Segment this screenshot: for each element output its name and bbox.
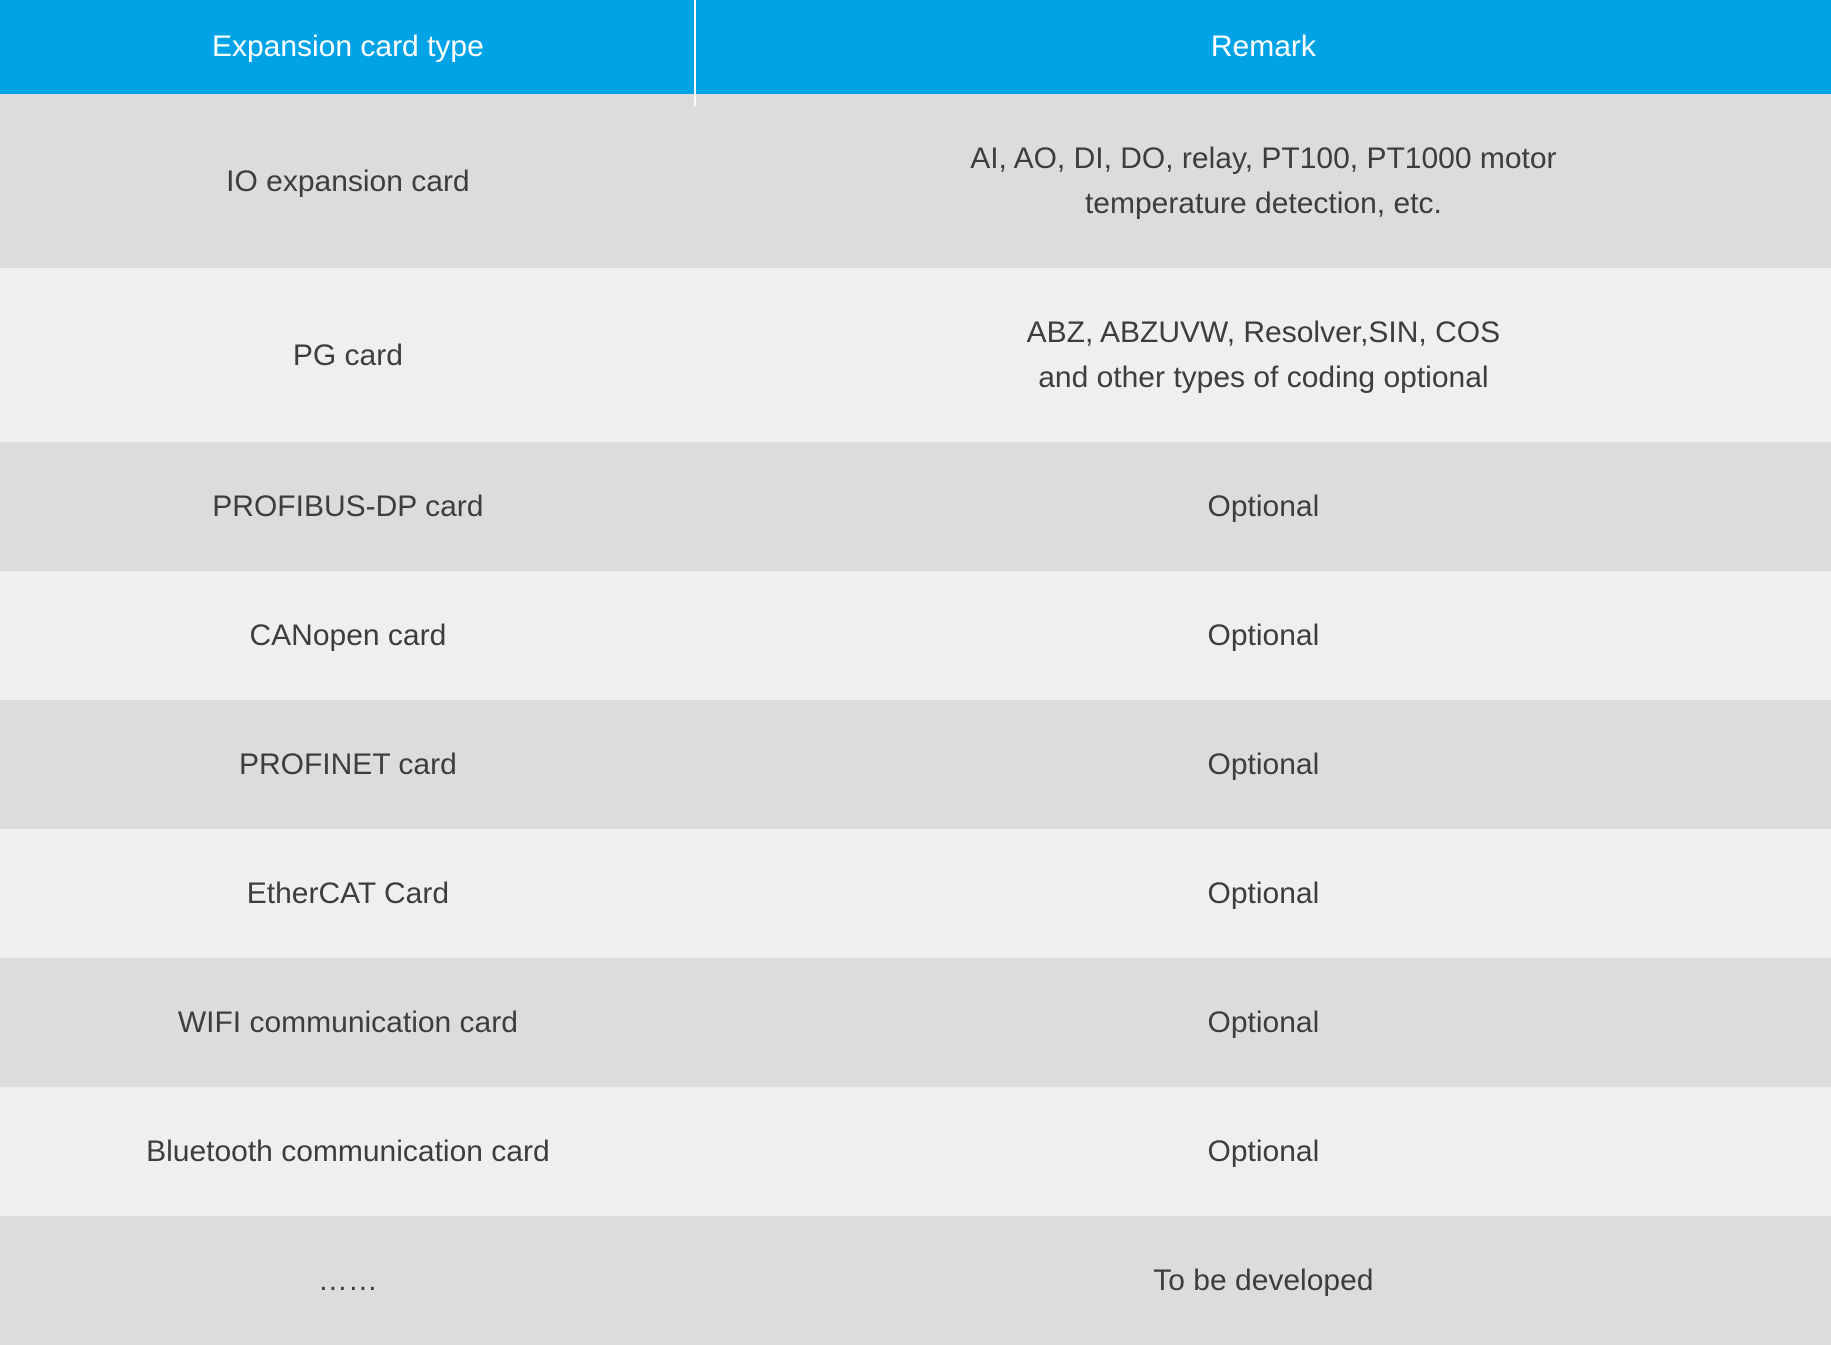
- table-row: …… To be developed: [0, 1216, 1831, 1345]
- cell-remark: Optional: [696, 442, 1831, 571]
- cell-type: PROFINET card: [0, 700, 696, 829]
- table-row: Bluetooth communication card Optional: [0, 1087, 1831, 1216]
- cell-remark: Optional: [696, 700, 1831, 829]
- table-header-row: Expansion card type Remark: [0, 0, 1831, 94]
- table-row: WIFI communication card Optional: [0, 958, 1831, 1087]
- table-row: PROFIBUS-DP card Optional: [0, 442, 1831, 571]
- cell-remark: Optional: [696, 571, 1831, 700]
- cell-type: ……: [0, 1216, 696, 1345]
- cell-type: CANopen card: [0, 571, 696, 700]
- cell-remark: ABZ, ABZUVW, Resolver,SIN, COSand other …: [696, 268, 1831, 442]
- cell-remark: To be developed: [696, 1216, 1831, 1345]
- cell-type: PROFIBUS-DP card: [0, 442, 696, 571]
- table-row: PG card ABZ, ABZUVW, Resolver,SIN, COSan…: [0, 268, 1831, 442]
- table-row: EtherCAT Card Optional: [0, 829, 1831, 958]
- cell-remark: AI, AO, DI, DO, relay, PT100, PT1000 mot…: [696, 94, 1831, 268]
- cell-type: WIFI communication card: [0, 958, 696, 1087]
- cell-remark: Optional: [696, 829, 1831, 958]
- cell-type: IO expansion card: [0, 94, 696, 268]
- cell-remark: Optional: [696, 1087, 1831, 1216]
- table-body: IO expansion card AI, AO, DI, DO, relay,…: [0, 94, 1831, 1345]
- cell-type: PG card: [0, 268, 696, 442]
- header-cell-type: Expansion card type: [0, 0, 696, 94]
- table-row: PROFINET card Optional: [0, 700, 1831, 829]
- cell-type: Bluetooth communication card: [0, 1087, 696, 1216]
- cell-remark: Optional: [696, 958, 1831, 1087]
- header-cell-remark: Remark: [696, 0, 1831, 94]
- cell-type: EtherCAT Card: [0, 829, 696, 958]
- table-row: CANopen card Optional: [0, 571, 1831, 700]
- expansion-card-table: Expansion card type Remark IO expansion …: [0, 0, 1831, 1345]
- table-row: IO expansion card AI, AO, DI, DO, relay,…: [0, 94, 1831, 268]
